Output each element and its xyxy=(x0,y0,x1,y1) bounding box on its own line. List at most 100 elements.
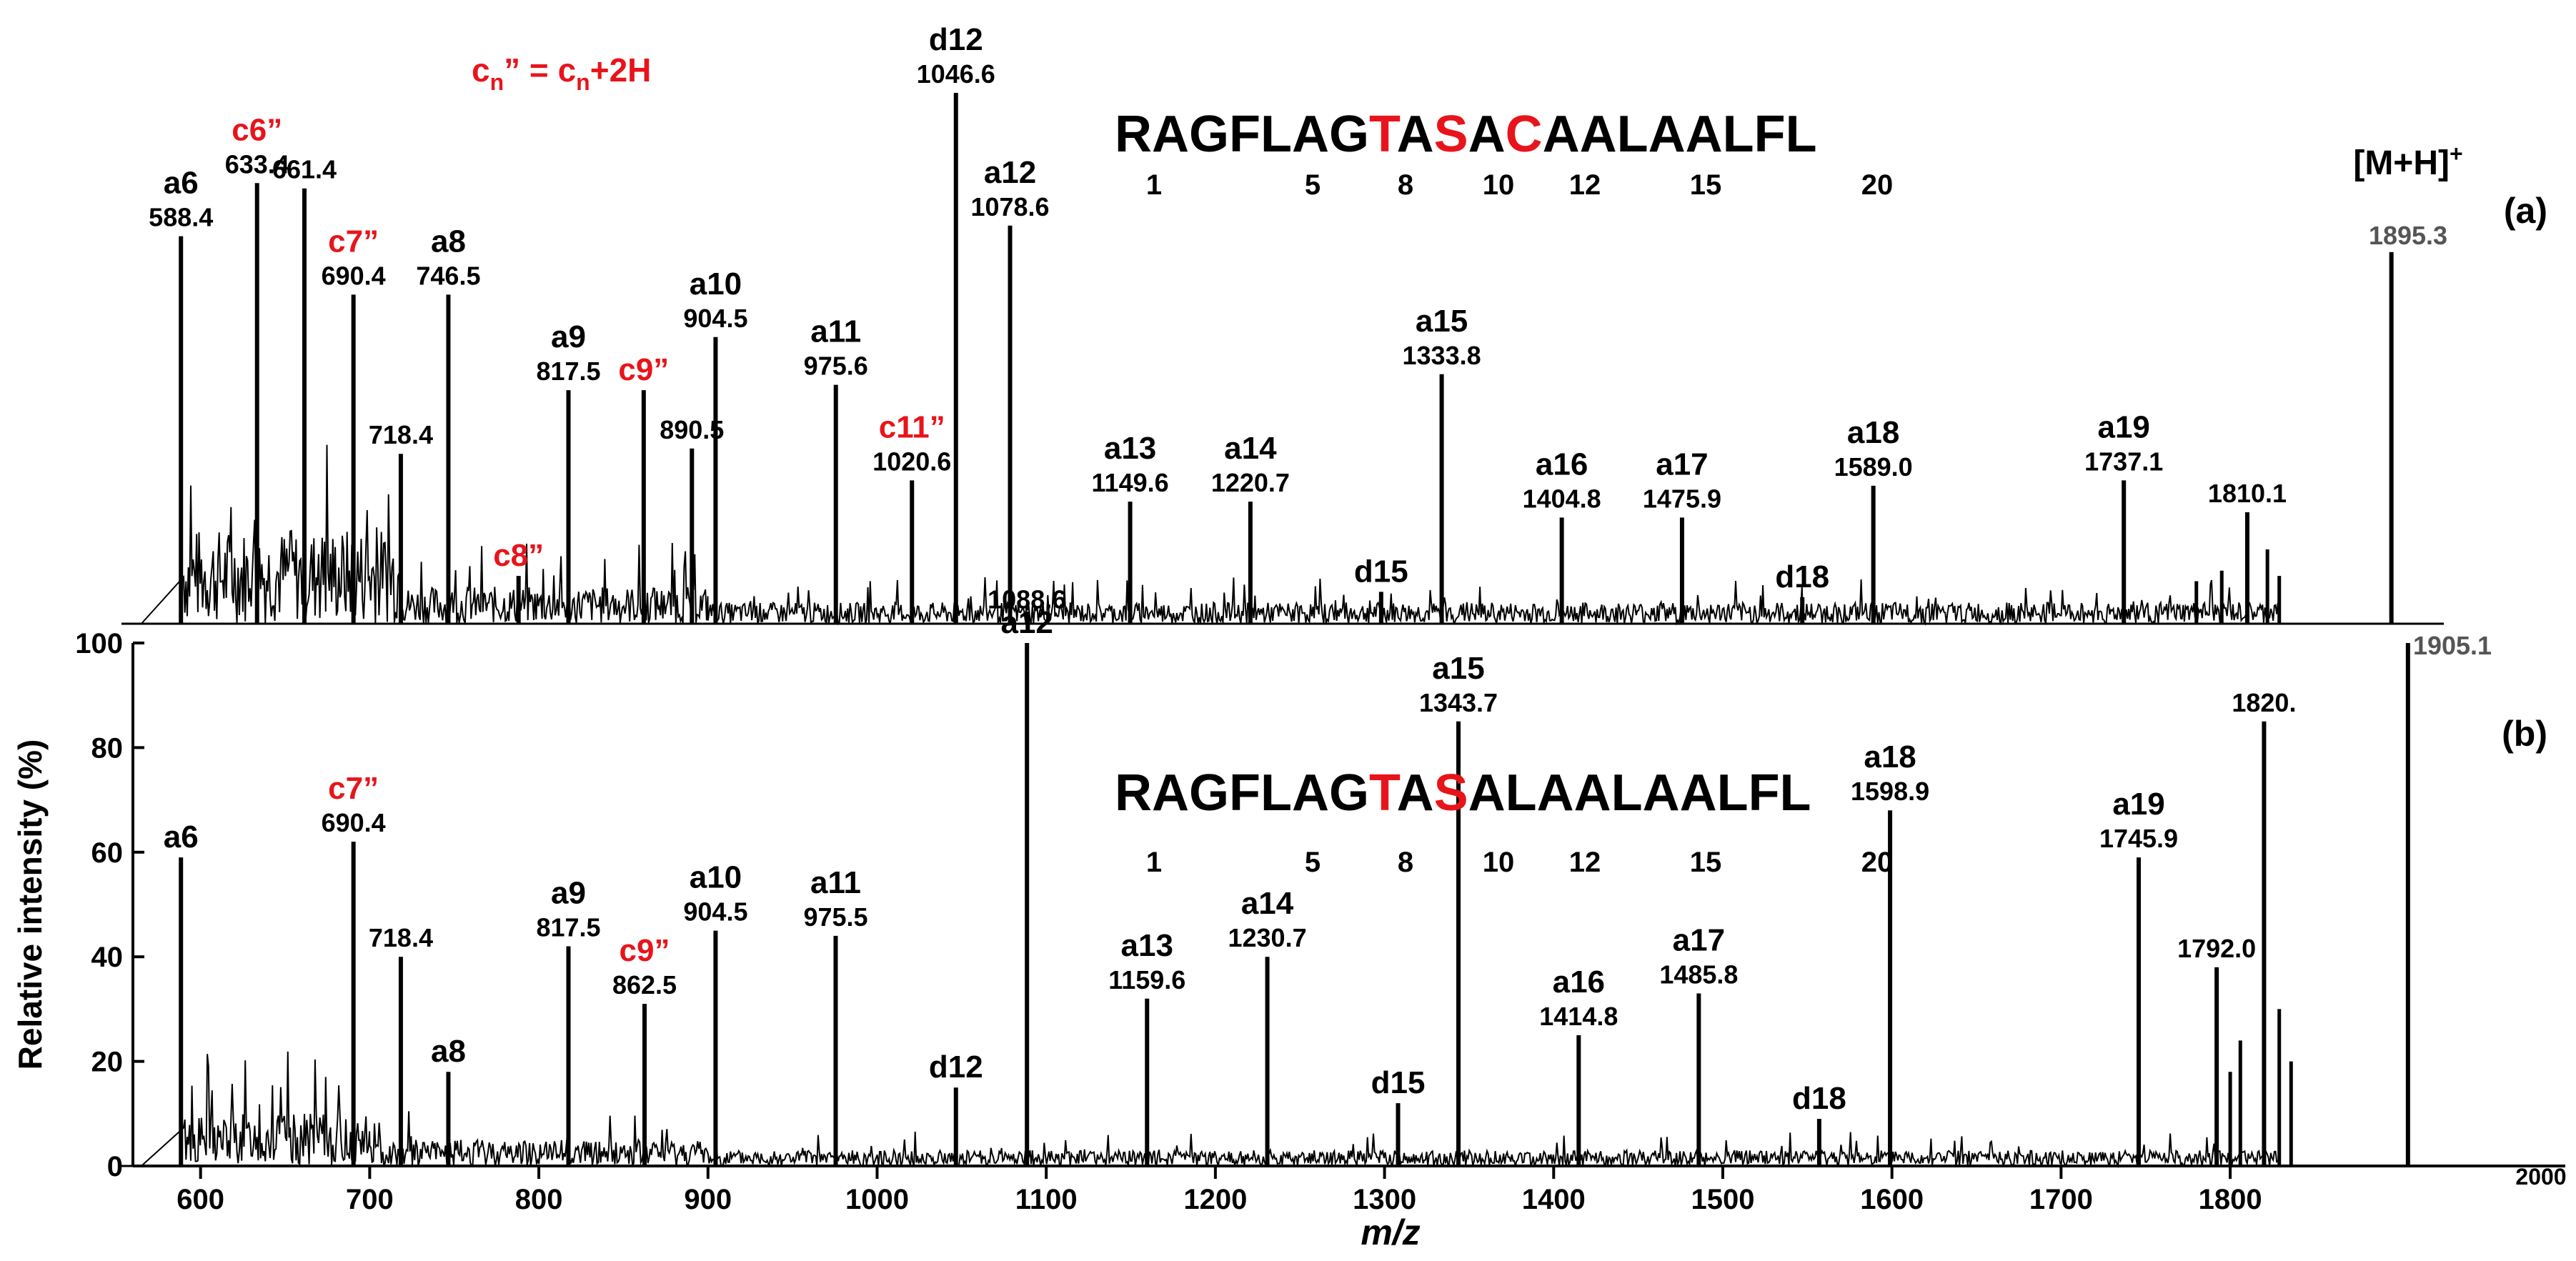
peptide-sequence: RAGFLAGTASALAALAALFL xyxy=(1115,764,1811,822)
sequence-segment: S xyxy=(1434,764,1468,822)
peak-mz-label: 1820. xyxy=(2232,688,2296,717)
peak-ion-label: a12 xyxy=(984,155,1036,190)
peak-ion-label: a13 xyxy=(1104,431,1156,466)
peak-mz-label: 1598.9 xyxy=(1851,777,1929,806)
peak-ion-label: a14 xyxy=(1224,431,1277,466)
peak-ion-label: a17 xyxy=(1656,447,1708,482)
peak-mz-label: 817.5 xyxy=(536,913,600,942)
peak-ion-label: c11” xyxy=(879,409,945,444)
x-tick-label: 800 xyxy=(515,1184,563,1215)
peak-mz-label: 690.4 xyxy=(322,261,386,290)
sequence-segment: S xyxy=(1434,106,1468,163)
peak-mz-label: 1078.6 xyxy=(970,192,1049,221)
peptide-sequence: RAGFLAGTASACAALAALFL xyxy=(1115,106,1817,163)
peak-mz-label: 1088.6 xyxy=(988,585,1066,614)
shared-axes: 0 20 40 60 80 100 600 700 800 900 1000 1100 1200 130… xyxy=(11,628,2567,1252)
peak-ion-label: a11 xyxy=(810,865,861,900)
peak-ion-label: a9 xyxy=(551,876,586,911)
peak-mz-label: 1159.6 xyxy=(1108,965,1185,995)
peak-ion-label: a10 xyxy=(690,266,742,301)
peak-ion-label: a12 xyxy=(1000,605,1053,640)
x-axis-title: m/z xyxy=(1361,1212,1420,1252)
peak-ion-label: a11 xyxy=(810,314,861,349)
precursor-ion: [M+H] xyxy=(2353,144,2450,182)
y-ticks: 0 20 40 60 80 100 xyxy=(75,628,144,1182)
peak-mz-label: 1810.1 xyxy=(2208,479,2287,508)
peak-ion-label: a8 xyxy=(431,1034,466,1069)
x-tick-label: 1400 xyxy=(1522,1184,1586,1215)
x-tick-label: 900 xyxy=(684,1184,732,1215)
sequence-segment: C xyxy=(1506,106,1543,163)
peak-ion-label: a15 xyxy=(1432,651,1484,686)
sequence-segment: A xyxy=(1397,764,1434,822)
peak-ion-label: d12 xyxy=(929,1050,983,1085)
peak-ion-label: a6 xyxy=(164,166,199,201)
x-tick-label: 2000 xyxy=(2515,1164,2566,1190)
peak-ion-label: c7” xyxy=(328,771,379,806)
residue-number: 8 xyxy=(1398,169,1413,201)
peak-mz-label: 1745.9 xyxy=(2099,824,2178,853)
peak-mz-label: 718.4 xyxy=(369,420,433,449)
peak-ion-label: a19 xyxy=(2112,787,2164,822)
panel-a-spectrum: 588.4a6 633.4c6” 661.4 690.4c7” 718.4 746.5a8… xyxy=(121,22,2547,626)
y-tick-label: 80 xyxy=(91,732,124,764)
spectrum-noise-trace xyxy=(141,444,2282,626)
peak-mz-label: 1737.1 xyxy=(2084,447,2163,476)
residue-number: 1 xyxy=(1146,169,1162,201)
residue-number: 20 xyxy=(1861,847,1894,878)
sequence-segment: A xyxy=(1468,106,1506,163)
peak-ion-label: a13 xyxy=(1121,928,1173,963)
peak-mz-label: 904.5 xyxy=(683,897,747,927)
sequence-segment: RAGFLAG xyxy=(1115,106,1369,163)
x-tick-label: 700 xyxy=(346,1184,394,1215)
peak-mz-label: 1475.9 xyxy=(1643,484,1721,513)
residue-number: 5 xyxy=(1305,169,1321,201)
peak-mz-label: 1589.0 xyxy=(1834,452,1913,482)
y-tick-label: 60 xyxy=(91,837,124,869)
peak-ion-label: d15 xyxy=(1371,1065,1426,1100)
precursor-charge: + xyxy=(2450,141,2463,166)
peak-ion-label: a18 xyxy=(1847,415,1899,450)
y-axis-title: Relative intensity (%) xyxy=(11,739,49,1070)
peak-mz-label: 588.4 xyxy=(149,203,213,232)
peak-ion-label: a16 xyxy=(1536,447,1588,482)
peak-mz-label: 746.5 xyxy=(416,261,480,290)
x-tick-label: 1800 xyxy=(2199,1184,2262,1215)
precursor-mz: 1905.1 xyxy=(2413,631,2492,660)
peak-ion-label: c9” xyxy=(618,352,669,387)
sequence-segment: ALAALAALFL xyxy=(1468,764,1811,822)
peak-ion-label: c6” xyxy=(232,112,282,147)
peak-ion-label: d15 xyxy=(1354,554,1408,589)
peak-mz-label: 975.5 xyxy=(803,902,867,932)
peak-mz-label: 633.4 xyxy=(225,149,289,179)
peak-mz-label: 718.4 xyxy=(369,923,433,952)
sequence-segment: A xyxy=(1397,106,1434,163)
peak-ion-label: a16 xyxy=(1553,965,1605,1000)
precursor-mz: 1895.3 xyxy=(2369,221,2447,250)
x-tick-label: 1200 xyxy=(1183,1184,1247,1215)
sequence-segment: T xyxy=(1369,764,1401,822)
peak-ion-label: a10 xyxy=(690,860,742,895)
peak-ion-label: a9 xyxy=(551,319,586,354)
residue-number: 10 xyxy=(1483,847,1515,878)
residue-number: 12 xyxy=(1569,847,1601,878)
peak-ion-label: a18 xyxy=(1864,739,1916,774)
y-tick-label: 20 xyxy=(91,1047,124,1078)
peak-ion-label: a19 xyxy=(2097,409,2149,444)
peak-ion-label: a8 xyxy=(431,224,466,259)
x-tick-label: 1100 xyxy=(1015,1184,1078,1215)
peak-mz-label: 890.5 xyxy=(660,415,724,444)
y-tick-label: 40 xyxy=(91,942,124,973)
peak-mz-label: 1230.7 xyxy=(1228,923,1306,952)
x-tick-label: 1700 xyxy=(2029,1184,2093,1215)
sequence-segment: AALAALFL xyxy=(1543,106,1817,163)
peak-ion-label: c8” xyxy=(493,538,544,573)
x-tick-label: 1600 xyxy=(1860,1184,1924,1215)
peak-mz-label: 1333.8 xyxy=(1403,341,1481,370)
precursor-label: [M+H]+ xyxy=(2353,141,2462,182)
peak-mz-label: 862.5 xyxy=(612,970,677,1000)
peak-mz-label: 1485.8 xyxy=(1659,960,1738,989)
peak-ion-label: a17 xyxy=(1673,922,1725,957)
x-tick-label: 1000 xyxy=(845,1184,909,1215)
